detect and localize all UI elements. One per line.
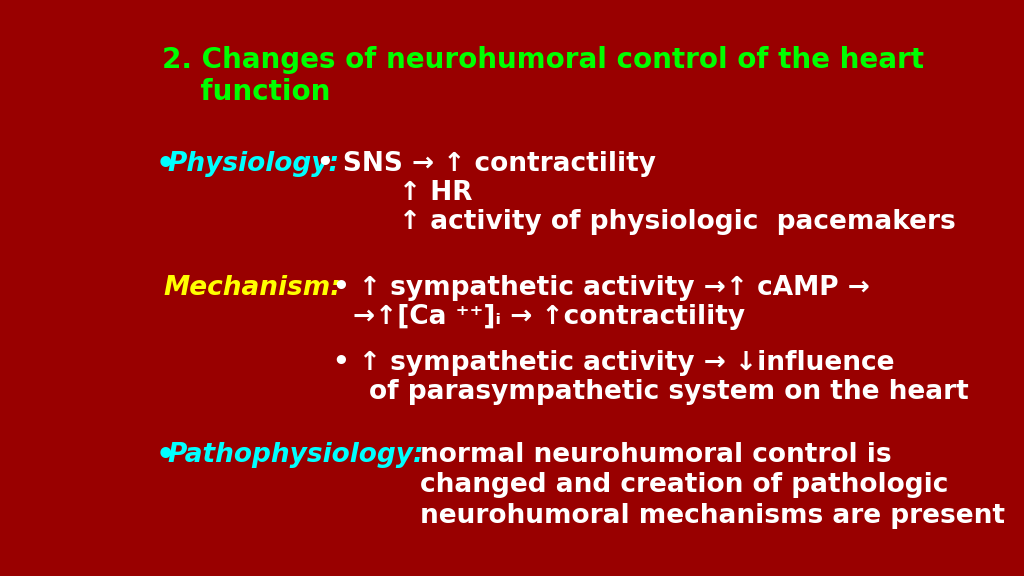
Text: • SNS → ↑ contractility: • SNS → ↑ contractility: [317, 151, 656, 177]
Text: →↑[Ca ⁺⁺]ᵢ → ↑contractility: →↑[Ca ⁺⁺]ᵢ → ↑contractility: [353, 304, 745, 330]
Text: Pathophysiology:: Pathophysiology:: [168, 442, 424, 468]
Text: function: function: [162, 78, 330, 106]
Text: neurohumoral mechanisms are present: neurohumoral mechanisms are present: [420, 502, 1005, 529]
Text: • ↑ sympathetic activity →↑ cAMP →: • ↑ sympathetic activity →↑ cAMP →: [333, 275, 869, 301]
Text: 2. Changes of neurohumoral control of the heart: 2. Changes of neurohumoral control of th…: [162, 47, 924, 74]
Text: Physiology:: Physiology:: [168, 151, 340, 177]
Text: of parasympathetic system on the heart: of parasympathetic system on the heart: [369, 378, 969, 405]
Text: ↑ HR: ↑ HR: [399, 180, 473, 206]
Text: ↑ activity of physiologic  pacemakers: ↑ activity of physiologic pacemakers: [399, 209, 956, 235]
Text: •: •: [156, 441, 175, 469]
Text: Mechanism:: Mechanism:: [164, 275, 342, 301]
Text: • ↑ sympathetic activity → ↓influence: • ↑ sympathetic activity → ↓influence: [333, 350, 894, 376]
Text: normal neurohumoral control is: normal neurohumoral control is: [420, 442, 892, 468]
Text: changed and creation of pathologic: changed and creation of pathologic: [420, 472, 948, 498]
Text: •: •: [156, 150, 175, 179]
